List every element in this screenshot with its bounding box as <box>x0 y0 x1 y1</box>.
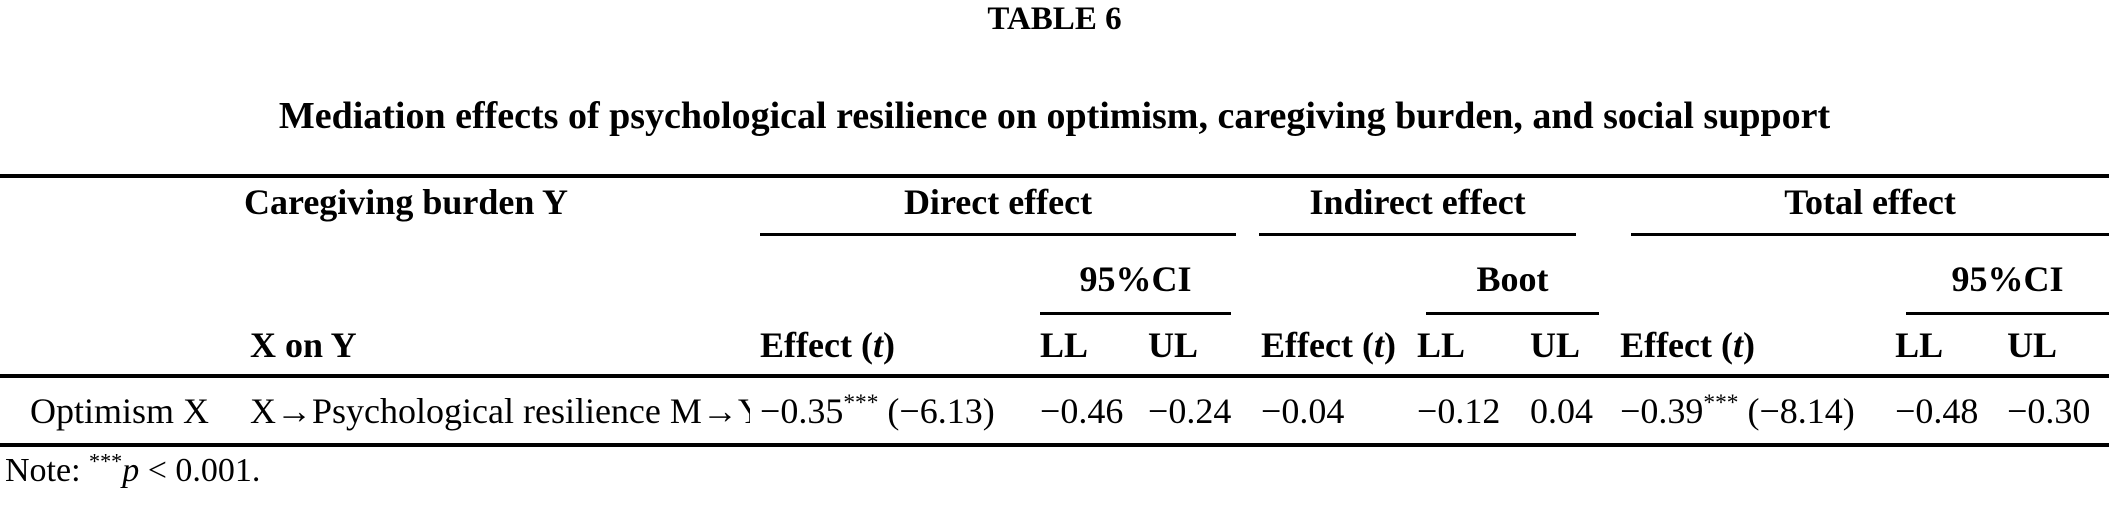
cell-mediation-path: X→Psychological resilience M→Y <box>250 390 751 431</box>
effect-label-pre: Effect ( <box>760 324 873 365</box>
cell-direct-ul: −0.24 <box>1148 390 1232 431</box>
empty-cell <box>0 236 750 315</box>
direct-effect-stars: *** <box>843 389 879 416</box>
header-ci-direct: 95%CI <box>1030 236 1250 315</box>
direct-effect-t: (−6.13) <box>878 390 995 431</box>
effect-label-post: ) <box>1743 324 1755 365</box>
header-effect-total: Effect (t) <box>1610 315 1880 376</box>
effect-label-post: ) <box>882 324 895 365</box>
header-ul-direct: UL <box>1148 324 1199 365</box>
header-direct-effect-group: Direct effect <box>750 176 1250 236</box>
ci-direct-spanner: 95%CI <box>1040 258 1232 315</box>
cell-total-effect: −0.39*** (−8.14) <box>1610 376 1880 445</box>
effect-label-t: t <box>1732 324 1743 365</box>
effect-label-t: t <box>1373 324 1384 365</box>
direct-effect-value: −0.35 <box>760 390 844 431</box>
effect-label-pre: Effect ( <box>1261 324 1374 365</box>
cell-row-label: Optimism X <box>30 390 210 431</box>
cell-total-ul: −0.30 <box>2007 390 2091 431</box>
effect-label-pre: Effect ( <box>1620 324 1733 365</box>
note-p: p <box>122 452 140 489</box>
cell-direct-effect: −0.35*** (−6.13) <box>750 376 1030 445</box>
header-ul-boot: UL <box>1530 324 1581 365</box>
table-number: TABLE 6 <box>987 1 1122 37</box>
header-boot: Boot <box>1410 236 1610 315</box>
total-effect-t: (−8.14) <box>1738 390 1855 431</box>
cell-indirect-ll: −0.12 <box>1417 390 1501 431</box>
effect-label-post: ) <box>1383 324 1396 365</box>
boot-spanner: Boot <box>1426 258 1600 315</box>
header-ll-boot: LL <box>1417 324 1466 365</box>
ci-total-spanner: 95%CI <box>1906 258 2109 315</box>
header-caregiving-burden: Caregiving burden Y <box>244 182 569 222</box>
note-prefix: Note: <box>5 452 90 489</box>
header-ul-total: UL <box>2007 324 2058 365</box>
mediation-effects-table: Caregiving burden Y Direct effect Indire… <box>0 174 2109 447</box>
empty-cell <box>750 236 1030 315</box>
effect-label-t: t <box>872 324 883 365</box>
paper-table-page: TABLE 6 Mediation effects of psychologic… <box>0 1 2109 490</box>
total-effect-spanner: Total effect <box>1631 181 2109 236</box>
cell-total-ll: −0.48 <box>1895 390 1979 431</box>
empty-cell <box>1610 236 1880 315</box>
total-effect-stars: *** <box>1703 389 1739 416</box>
table-title: Mediation effects of psychological resil… <box>278 95 1831 137</box>
group-header-row: Caregiving burden Y Direct effect Indire… <box>0 176 2109 236</box>
header-indirect-effect-group: Indirect effect <box>1250 176 1610 236</box>
note-suffix: < 0.001. <box>139 452 261 489</box>
column-header-row: X on Y Effect (t) LL UL Effect (t) LL UL… <box>0 315 2109 376</box>
empty-cell <box>1250 236 1410 315</box>
header-effect-indirect: Effect (t) <box>1250 315 1410 376</box>
total-effect-value: −0.39 <box>1620 390 1704 431</box>
table-row: Optimism X X→Psychological resilience M→… <box>0 376 2109 445</box>
header-ll-direct: LL <box>1040 324 1089 365</box>
header-ll-total: LL <box>1895 324 1944 365</box>
cell-indirect-effect: −0.04 <box>1250 376 1410 445</box>
indirect-effect-spanner: Indirect effect <box>1259 181 1577 236</box>
indirect-effect-value: −0.04 <box>1261 390 1345 431</box>
cell-indirect-ul: 0.04 <box>1530 390 1594 431</box>
table-note: Note: ***p < 0.001. <box>0 448 2109 490</box>
header-effect-direct: Effect (t) <box>750 315 1030 376</box>
sub-header-row: 95%CI Boot 95%CI <box>0 236 2109 315</box>
header-x-on-y: X on Y <box>250 324 357 365</box>
note-stars: *** <box>89 448 123 474</box>
direct-effect-spanner: Direct effect <box>760 181 1237 236</box>
header-ci-total: 95%CI <box>1880 236 2109 315</box>
empty-cell <box>0 315 238 376</box>
cell-direct-ll: −0.46 <box>1040 390 1124 431</box>
header-total-effect-group: Total effect <box>1610 176 2109 236</box>
